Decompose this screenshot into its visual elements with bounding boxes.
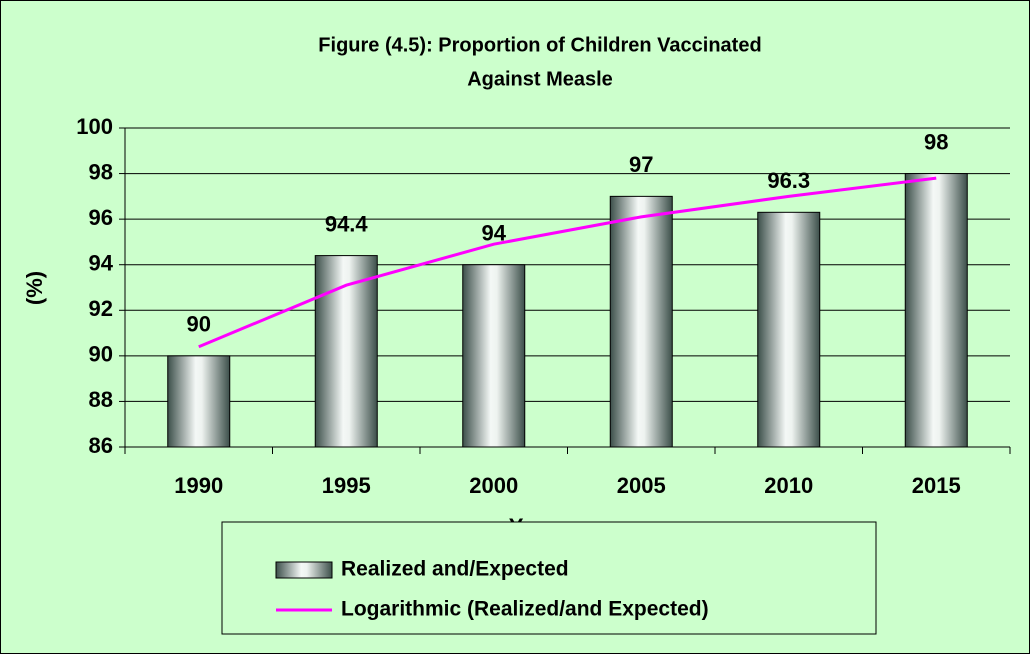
- chart-title: Figure (4.5): Proportion of Children Vac…: [318, 34, 761, 56]
- bar: [904, 173, 968, 448]
- x-tick-label: 2010: [764, 473, 813, 498]
- data-label: 94.4: [325, 211, 369, 236]
- y-tick-label: 100: [76, 114, 113, 139]
- bar: [609, 195, 673, 448]
- legend-label: Realized and/Expected: [341, 558, 569, 581]
- data-label: 98: [924, 129, 948, 154]
- legend-label: Logarithmic (Realized/and Expected): [341, 598, 709, 621]
- data-label: 96.3: [767, 168, 810, 193]
- legend-swatch: [275, 561, 333, 579]
- x-tick-label: 2000: [469, 473, 518, 498]
- x-tick-label: 2005: [617, 473, 666, 498]
- data-label: 90: [187, 312, 211, 337]
- x-tick-label: 1990: [174, 473, 223, 498]
- bar: [462, 264, 526, 448]
- y-tick-label: 98: [89, 159, 113, 184]
- y-tick-label: 96: [89, 205, 113, 230]
- y-tick-label: 86: [89, 433, 113, 458]
- bar: [757, 211, 821, 448]
- y-tick-label: 94: [89, 251, 114, 276]
- data-label: 97: [629, 152, 653, 177]
- chart-subtitle: Against Measle: [467, 68, 613, 90]
- y-tick-label: 90: [89, 342, 113, 367]
- x-tick-label: 2015: [912, 473, 961, 498]
- bar: [167, 355, 231, 448]
- trend-line: [198, 176, 937, 349]
- y-tick-label: 92: [89, 296, 113, 321]
- y-axis-label: (%): [22, 271, 47, 305]
- x-tick-label: 1995: [322, 473, 371, 498]
- y-tick-label: 88: [89, 387, 113, 412]
- bar: [314, 255, 378, 448]
